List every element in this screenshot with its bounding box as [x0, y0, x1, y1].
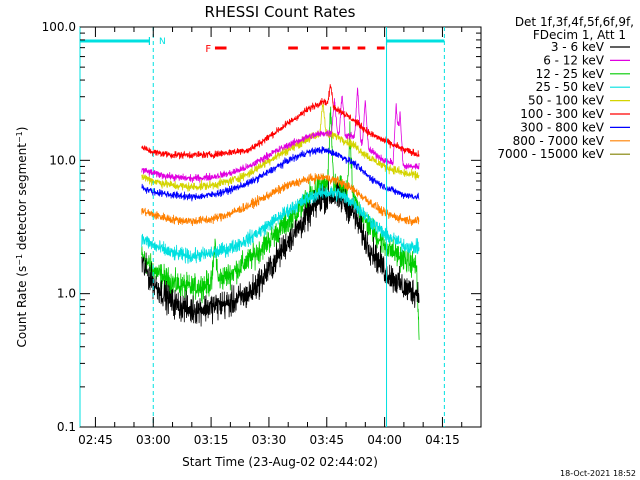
legend-label: 25 - 50 keV — [536, 80, 605, 94]
x-tick-label: 03:15 — [194, 433, 229, 447]
legend-label: 6 - 12 keV — [543, 53, 605, 67]
y-tick-label: 0.1 — [57, 420, 76, 434]
footer-date: 18-Oct-2021 18:52 — [560, 469, 636, 478]
legend-label: 12 - 25 keV — [536, 67, 605, 81]
x-tick-label: 04:00 — [367, 433, 402, 447]
x-tick-label: 03:30 — [252, 433, 287, 447]
series-line-4 — [141, 102, 420, 192]
series-line-1 — [141, 87, 420, 183]
plot-area: N F 100.0 10.0 1.0 0.102:45 03:00 03:15 03:30 03:… — [42, 20, 482, 447]
chart-title: RHESSI Count Rates — [205, 3, 356, 21]
series-line-5 — [141, 84, 420, 160]
legend-label: 800 - 7000 keV — [513, 134, 605, 148]
legend-header-line-2: FDecim 1, Att 1 — [533, 28, 626, 42]
legend-header-line-1: Det 1f,3f,4f,5f,6f,9f, — [515, 15, 634, 29]
attenuator-flag-label: N — [159, 37, 166, 47]
series-line-0 — [141, 179, 420, 327]
x-tick-label: 03:00 — [136, 433, 171, 447]
y-tick-label: 1.0 — [57, 287, 76, 301]
x-tick-label: 04:15 — [425, 433, 460, 447]
series-line-2 — [141, 106, 420, 340]
flare-flag-label: F — [205, 44, 211, 55]
legend-label: 300 - 800 keV — [520, 120, 604, 134]
legend-label: 7000 - 15000 keV — [497, 147, 604, 161]
x-tick-label: 02:45 — [78, 433, 113, 447]
legend-label: 3 - 6 keV — [551, 40, 605, 54]
y-tick-label: 10.0 — [49, 153, 76, 167]
y-tick-label: 100.0 — [42, 20, 76, 34]
legend-label: 50 - 100 keV — [528, 94, 605, 108]
y-axis-label: Count Rate (s−1 detector segment−1) — [15, 127, 29, 348]
x-axis-label: Start Time (23-Aug-02 02:44:02) — [182, 455, 378, 469]
legend: Det 1f,3f,4f,5f,6f,9f, FDecim 1, Att 1 3… — [497, 15, 634, 161]
x-tick-label: 03:45 — [309, 433, 344, 447]
legend-label: 100 - 300 keV — [520, 107, 604, 121]
series-line-3 — [141, 183, 420, 264]
series-line-7 — [141, 173, 420, 227]
series-line-6 — [141, 146, 420, 202]
